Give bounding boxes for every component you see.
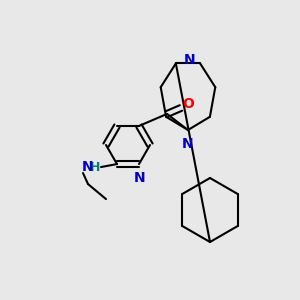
Text: O: O (182, 97, 194, 111)
Text: N: N (82, 160, 94, 174)
Text: H: H (90, 160, 100, 174)
Text: N: N (134, 171, 146, 185)
Text: N: N (182, 137, 194, 151)
Text: N: N (184, 53, 196, 68)
